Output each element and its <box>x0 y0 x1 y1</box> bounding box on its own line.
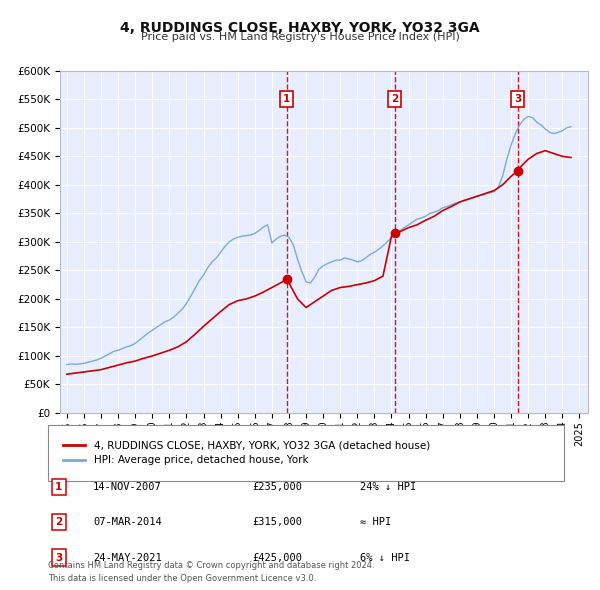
FancyBboxPatch shape <box>48 425 564 481</box>
Text: 24% ↓ HPI: 24% ↓ HPI <box>360 482 416 491</box>
Legend: 4, RUDDINGS CLOSE, HAXBY, YORK, YO32 3GA (detached house), HPI: Average price, d: 4, RUDDINGS CLOSE, HAXBY, YORK, YO32 3GA… <box>58 436 434 470</box>
Text: 2: 2 <box>55 517 62 527</box>
Text: 3: 3 <box>514 94 521 104</box>
Text: 2: 2 <box>391 94 398 104</box>
Text: Contains HM Land Registry data © Crown copyright and database right 2024.
This d: Contains HM Land Registry data © Crown c… <box>48 562 374 583</box>
Text: 6% ↓ HPI: 6% ↓ HPI <box>360 553 410 562</box>
Text: 3: 3 <box>55 553 62 562</box>
Text: £315,000: £315,000 <box>252 517 302 527</box>
Text: ≈ HPI: ≈ HPI <box>360 517 391 527</box>
Text: 24-MAY-2021: 24-MAY-2021 <box>93 553 162 562</box>
Text: 1: 1 <box>55 482 62 491</box>
Text: Price paid vs. HM Land Registry's House Price Index (HPI): Price paid vs. HM Land Registry's House … <box>140 32 460 42</box>
Text: £425,000: £425,000 <box>252 553 302 562</box>
Text: 1: 1 <box>283 94 290 104</box>
Text: 14-NOV-2007: 14-NOV-2007 <box>93 482 162 491</box>
Text: 07-MAR-2014: 07-MAR-2014 <box>93 517 162 527</box>
Text: 4, RUDDINGS CLOSE, HAXBY, YORK, YO32 3GA: 4, RUDDINGS CLOSE, HAXBY, YORK, YO32 3GA <box>120 21 480 35</box>
Text: £235,000: £235,000 <box>252 482 302 491</box>
